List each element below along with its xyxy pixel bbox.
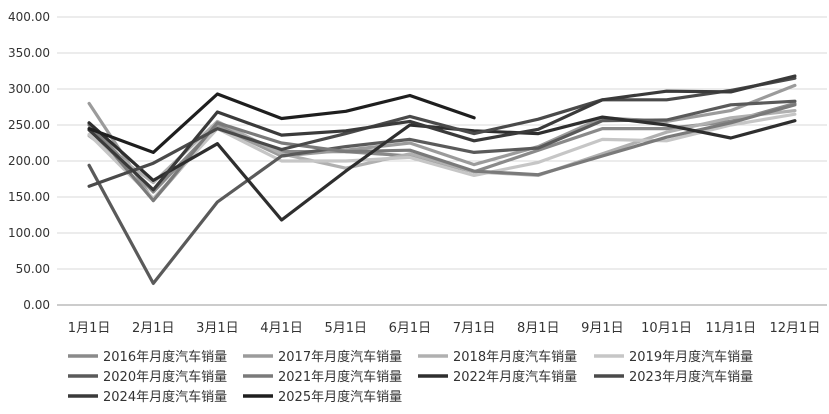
x-tick-label: 11月1日 bbox=[705, 321, 756, 336]
x-tick-label: 6月1日 bbox=[389, 321, 432, 336]
y-tick-label: 150.00 bbox=[8, 190, 50, 204]
legend-label: 2023年月度汽车销量 bbox=[629, 369, 753, 385]
series-line-2 bbox=[87, 109, 797, 185]
y-tick-label: 250.00 bbox=[8, 118, 50, 132]
legend: 2016年月度汽车销量 2017年月度汽车销量 2018年月度汽车销量 2019年月度… bbox=[68, 349, 753, 405]
x-tick-label: 4月1日 bbox=[260, 321, 303, 336]
x-tick-label: 8月1日 bbox=[517, 321, 560, 336]
legend-label: 2016年月度汽车销量 bbox=[103, 349, 227, 365]
y-tick-label: 0.00 bbox=[23, 298, 50, 312]
y-tick-label: 200.00 bbox=[8, 154, 50, 168]
legend-item: 2018年月度汽车销量 bbox=[418, 349, 577, 365]
x-tick-label: 7月1日 bbox=[453, 321, 496, 336]
y-tick-label: 400.00 bbox=[8, 10, 50, 24]
legend-item: 2020年月度汽车销量 bbox=[68, 369, 227, 385]
legend-item: 2024年月度汽车销量 bbox=[68, 389, 227, 405]
y-tick-label: 100.00 bbox=[8, 226, 50, 240]
series-lines bbox=[87, 74, 797, 285]
x-tick-label: 10月1日 bbox=[641, 321, 692, 336]
legend-label: 2018年月度汽车销量 bbox=[453, 349, 577, 365]
legend-label: 2019年月度汽车销量 bbox=[629, 349, 753, 365]
x-tick-label: 3月1日 bbox=[196, 321, 239, 336]
legend-label: 2025年月度汽车销量 bbox=[278, 389, 402, 405]
legend-label: 2017年月度汽车销量 bbox=[278, 349, 402, 365]
x-tick-label: 1月1日 bbox=[68, 321, 111, 336]
legend-item: 2025年月度汽车销量 bbox=[243, 389, 402, 405]
series-line-7 bbox=[87, 76, 797, 188]
series-line-8 bbox=[87, 74, 797, 192]
legend-item: 2019年月度汽车销量 bbox=[594, 349, 753, 365]
y-tick-label: 300.00 bbox=[8, 82, 50, 96]
x-tick-label: 12月1日 bbox=[770, 321, 821, 336]
series-line-6 bbox=[87, 115, 797, 222]
legend-item: 2023年月度汽车销量 bbox=[594, 369, 753, 385]
x-tick-label: 2月1日 bbox=[132, 321, 175, 336]
x-tick-label: 9月1日 bbox=[581, 321, 624, 336]
legend-label: 2024年月度汽车销量 bbox=[103, 389, 227, 405]
x-axis-tick-labels: 1月1日 2月1日 3月1日 4月1日 5月1日 6月1日 7月1日 8月1日 9月1日 10月1… bbox=[68, 321, 821, 336]
legend-label: 2020年月度汽车销量 bbox=[103, 369, 227, 385]
y-axis-tick-labels: 0.00 50.00 100.00 150.00 200.00 250.00 300.00 3… bbox=[8, 10, 50, 312]
series-line-9 bbox=[87, 92, 476, 154]
x-tick-label: 5月1日 bbox=[324, 321, 367, 336]
y-tick-label: 50.00 bbox=[16, 262, 50, 276]
y-tick-label: 350.00 bbox=[8, 46, 50, 60]
legend-item: 2017年月度汽车销量 bbox=[243, 349, 402, 365]
legend-item: 2016年月度汽车销量 bbox=[68, 349, 227, 365]
legend-label: 2021年月度汽车销量 bbox=[278, 369, 402, 385]
legend-item: 2021年月度汽车销量 bbox=[243, 369, 402, 385]
series-line-3 bbox=[87, 112, 797, 200]
series-line-4 bbox=[87, 99, 797, 285]
legend-item: 2022年月度汽车销量 bbox=[418, 369, 577, 385]
legend-label: 2022年月度汽车销量 bbox=[453, 369, 577, 385]
